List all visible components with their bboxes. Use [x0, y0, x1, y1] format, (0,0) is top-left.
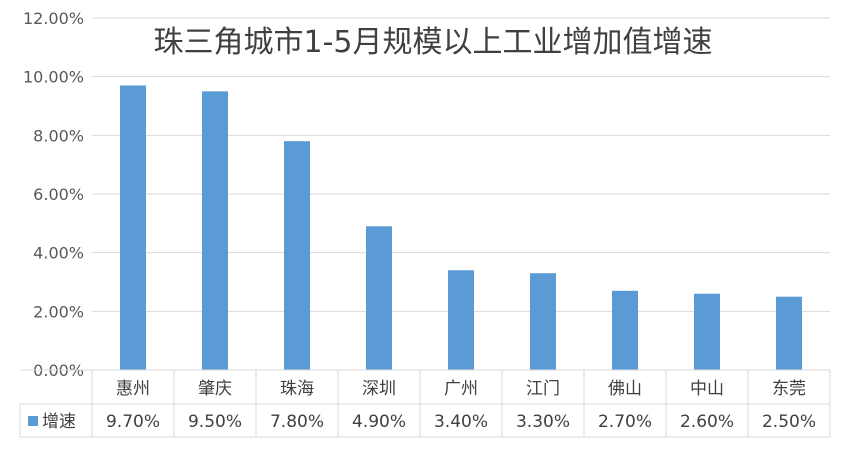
category-label: 惠州	[116, 379, 150, 399]
value-label: 3.30%	[516, 412, 570, 432]
bars	[120, 85, 802, 370]
y-tick-label: 2.00%	[33, 302, 84, 321]
chart-title: 珠三角城市1-5月规模以上工业增加值增速	[154, 25, 713, 60]
y-tick-label: 8.00%	[33, 126, 84, 145]
category-label: 广州	[444, 379, 478, 399]
bar	[202, 91, 228, 370]
legend-label: 增速	[42, 412, 76, 432]
value-label: 3.40%	[434, 412, 488, 432]
category-label: 珠海	[280, 379, 314, 399]
value-label: 2.70%	[598, 412, 652, 432]
y-tick-label: 6.00%	[33, 185, 84, 204]
legend-swatch	[28, 416, 38, 426]
data-table: 惠州 9.70% 肇庆 9.50% 珠海 7.80% 深圳 4.90% 广州 3.40% 江门 3.3…	[19, 369, 831, 438]
category-label: 江门	[526, 379, 560, 399]
bar	[366, 226, 392, 370]
value-label: 2.50%	[762, 412, 816, 432]
bar	[284, 141, 310, 370]
bar	[120, 85, 146, 370]
category-label: 深圳	[362, 379, 396, 399]
y-tick-label: 4.00%	[33, 244, 84, 263]
category-label: 佛山	[608, 379, 642, 399]
category-label: 中山	[690, 379, 724, 399]
y-tick-label: 10.00%	[23, 68, 84, 87]
y-axis-tick-labels: 0.00%2.00%4.00%6.00%8.00%10.00%12.00%	[23, 9, 84, 380]
bar	[612, 290, 638, 370]
category-label: 东莞	[772, 379, 806, 399]
value-label: 2.60%	[680, 412, 734, 432]
category-label: 肇庆	[198, 379, 232, 399]
bar	[776, 296, 802, 370]
y-tick-label: 12.00%	[23, 9, 84, 28]
value-label: 4.90%	[352, 412, 406, 432]
value-label: 7.80%	[270, 412, 324, 432]
bar	[530, 273, 556, 370]
bar	[448, 270, 474, 370]
value-label: 9.70%	[106, 412, 160, 432]
bar	[694, 293, 720, 370]
value-label: 9.50%	[188, 412, 242, 432]
